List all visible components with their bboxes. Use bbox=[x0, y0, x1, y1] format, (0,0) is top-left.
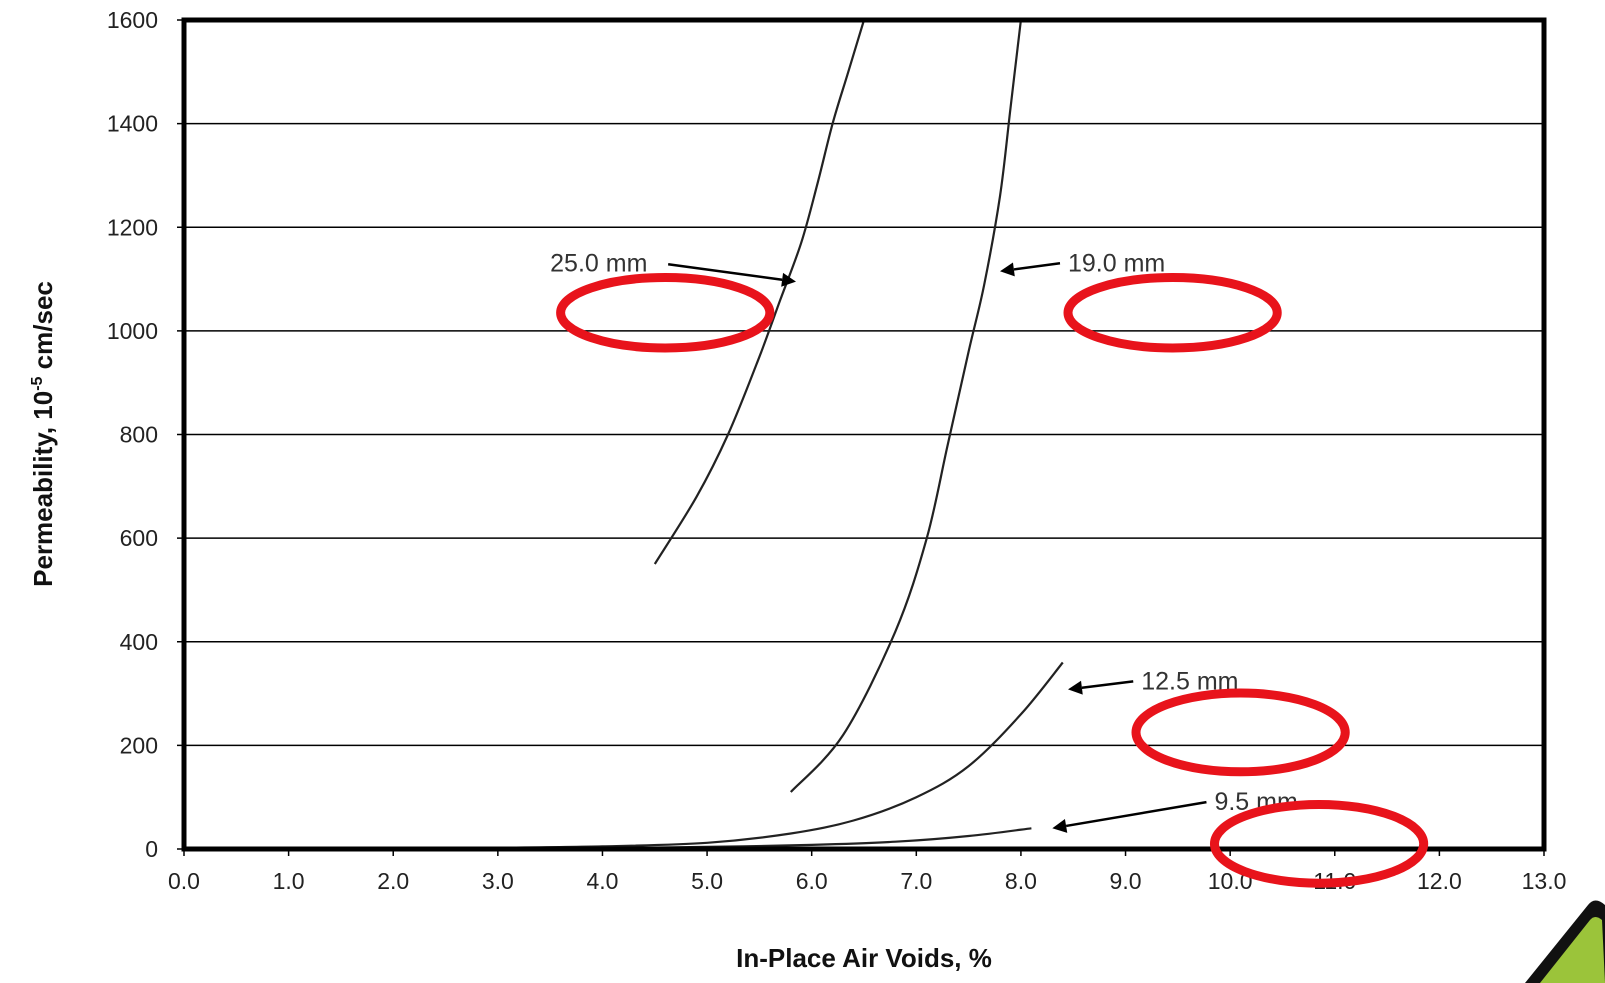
highlight-ellipses bbox=[556, 273, 1429, 888]
x-axis-title: In-Place Air Voids, % bbox=[736, 943, 992, 973]
x-tick-label-2: 2.0 bbox=[377, 868, 409, 894]
y-tick-label-4: 800 bbox=[120, 422, 158, 448]
y-axis-title-unit: cm/sec bbox=[28, 281, 58, 376]
x-tick-label-5: 5.0 bbox=[691, 868, 723, 894]
y-tick-label-5: 1000 bbox=[107, 318, 158, 344]
x-tick-label-8: 8.0 bbox=[1005, 868, 1037, 894]
y-axis-title-exponent: -5 bbox=[29, 376, 46, 390]
arrow-shaft-0 bbox=[667, 263, 783, 282]
series-line-2 bbox=[476, 661, 1064, 850]
x-tick-label-1: 1.0 bbox=[273, 868, 305, 894]
highlight-ellipse-1 bbox=[1063, 273, 1282, 353]
curve-label-0: 25.0 mm bbox=[550, 249, 647, 277]
x-tick-label-9: 9.0 bbox=[1110, 868, 1142, 894]
series-line-1 bbox=[789, 19, 1022, 793]
arrow-head-0 bbox=[781, 272, 796, 287]
highlight-ellipse-0 bbox=[556, 273, 775, 353]
arrow-shaft-2 bbox=[1081, 680, 1134, 689]
y-tick-label-0: 0 bbox=[145, 836, 158, 862]
x-tick-label-6: 6.0 bbox=[796, 868, 828, 894]
highlight-ellipse-2 bbox=[1131, 688, 1350, 777]
gridlines bbox=[184, 122, 1544, 747]
y-tick-label-3: 600 bbox=[120, 525, 158, 551]
x-tick-label-0: 0.0 bbox=[168, 868, 200, 894]
arrow-shaft-1 bbox=[1013, 262, 1061, 271]
x-tick-label-12: 12.0 bbox=[1417, 868, 1462, 894]
y-axis-title-main: Permeability, 10 bbox=[28, 391, 58, 587]
x-tick-label-4: 4.0 bbox=[586, 868, 618, 894]
x-tick-label-3: 3.0 bbox=[482, 868, 514, 894]
corner-badge bbox=[1525, 900, 1605, 983]
y-axis-title: Permeability, 10-5 cm/sec bbox=[28, 281, 58, 587]
corner-badge-inner bbox=[1540, 917, 1605, 983]
axis-ticks: 0.0 1.0 2.0 3.0 4.0 5.0 6.0 7.0 8.0 9.0 10.0 11.0 12… bbox=[107, 7, 1567, 894]
x-tick-label-13: 13.0 bbox=[1522, 868, 1567, 894]
arrow-head-2 bbox=[1068, 680, 1083, 695]
y-tick-label-8: 1600 bbox=[107, 7, 158, 33]
x-tick-label-7: 7.0 bbox=[900, 868, 932, 894]
highlight-ellipse-3 bbox=[1209, 799, 1429, 888]
y-tick-label-6: 1200 bbox=[107, 214, 158, 240]
y-tick-label-1: 200 bbox=[120, 732, 158, 758]
arrow-head-1 bbox=[1000, 262, 1015, 277]
arrow-head-3 bbox=[1052, 819, 1068, 833]
y-tick-label-7: 1400 bbox=[107, 111, 158, 137]
arrow-shaft-3 bbox=[1065, 800, 1207, 828]
y-tick-label-2: 400 bbox=[120, 629, 158, 655]
curve-label-1: 19.0 mm bbox=[1068, 249, 1165, 277]
